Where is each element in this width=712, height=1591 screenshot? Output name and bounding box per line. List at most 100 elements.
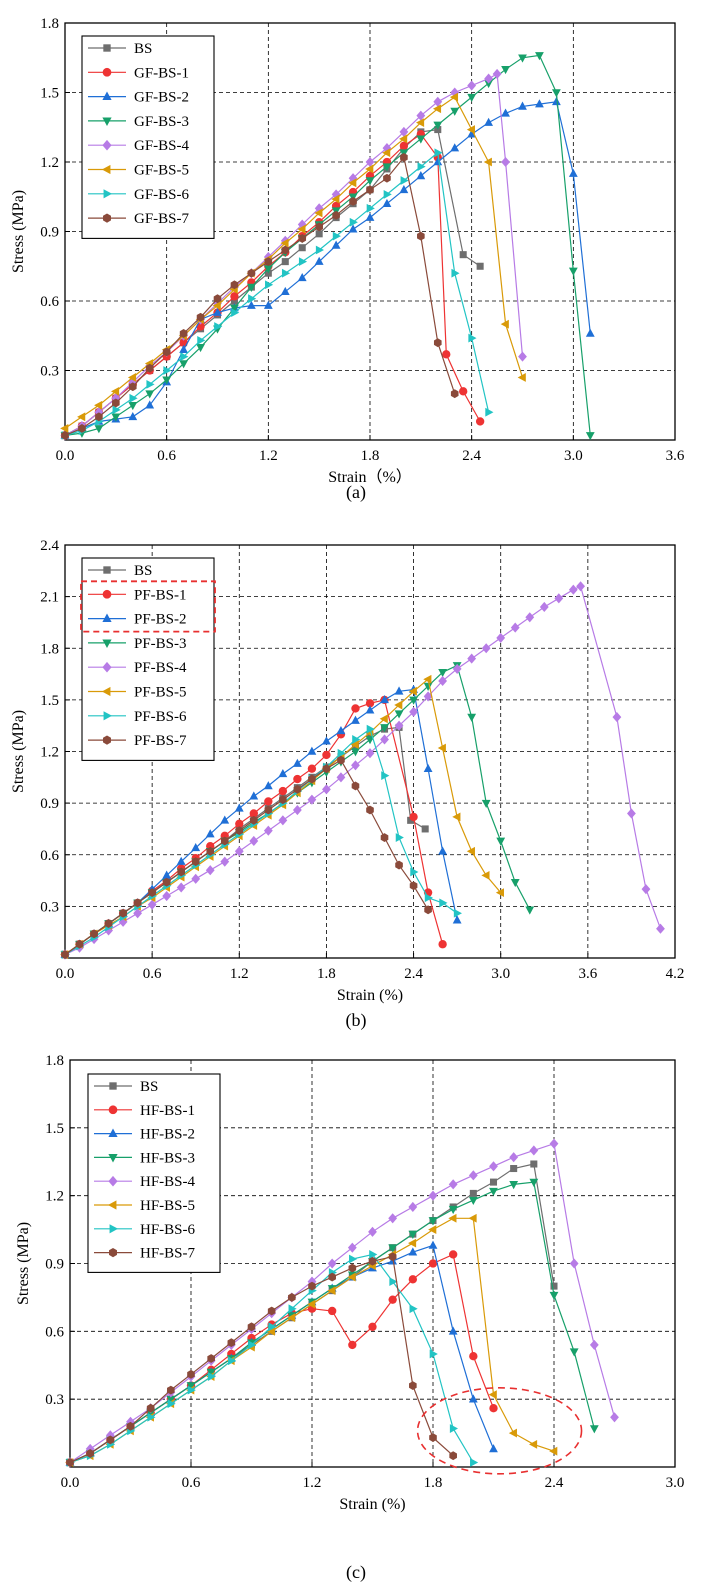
y-tick-label: 0.3 <box>40 899 59 915</box>
data-point <box>468 1170 478 1181</box>
data-point <box>508 1428 517 1438</box>
data-point <box>379 714 388 724</box>
data-point <box>279 795 287 805</box>
panel-b: 0.0 0.6 1.2 1.8 2.4 3.0 3.6 4.2 0.3 0.6 0.9 1.2 1.5 1… <box>10 538 684 1031</box>
data-point <box>369 1250 378 1259</box>
data-point <box>409 881 418 891</box>
data-point <box>349 1254 358 1264</box>
data-point <box>351 760 360 771</box>
data-point <box>307 764 317 773</box>
data-point <box>554 593 564 604</box>
data-point <box>176 882 186 893</box>
data-point <box>450 389 459 399</box>
data-point <box>388 1213 398 1224</box>
panel-caption: (c) <box>346 1562 366 1583</box>
data-point <box>424 893 433 903</box>
legend-label: HF-BS-2 <box>140 1127 195 1143</box>
series-HF-BS-6 <box>66 1250 479 1467</box>
data-point <box>382 198 392 207</box>
data-point <box>469 1352 478 1361</box>
data-point <box>365 736 375 745</box>
data-point <box>206 1368 216 1377</box>
data-point <box>489 1404 498 1413</box>
data-point <box>230 297 238 305</box>
legend-marker <box>101 686 111 697</box>
data-point <box>146 1409 156 1418</box>
data-point <box>264 797 273 806</box>
legend-label: BS <box>134 41 152 57</box>
data-point <box>298 234 307 243</box>
data-point <box>433 338 442 348</box>
data-point <box>551 96 561 106</box>
data-point <box>249 835 259 847</box>
x-axis-label: Strain（%） <box>328 468 412 486</box>
legend-label: GF-BS-5 <box>134 163 189 179</box>
data-point <box>433 121 443 130</box>
data-point <box>483 157 492 167</box>
data-point <box>467 80 477 91</box>
data-point <box>417 162 426 172</box>
data-point <box>322 764 331 774</box>
data-point <box>468 1394 478 1403</box>
data-point <box>518 101 527 110</box>
data-point <box>196 312 205 322</box>
data-point <box>196 344 205 353</box>
legend-label: HF-BS-1 <box>140 1103 195 1119</box>
data-point <box>314 208 323 218</box>
data-point <box>470 1458 479 1467</box>
data-point <box>248 294 257 304</box>
data-point <box>394 686 404 695</box>
data-point <box>459 387 468 396</box>
data-point <box>220 856 230 867</box>
legend: BS HF-BS-1 HF-BS-2 HF-BS-3 HF-BS-4 HF-BS-5 HF-… <box>87 1073 221 1273</box>
data-point <box>128 411 138 421</box>
data-point <box>409 706 418 717</box>
data-point <box>388 1252 397 1262</box>
series-line <box>64 726 426 956</box>
data-point <box>407 1238 417 1248</box>
data-point <box>489 1187 498 1196</box>
data-point <box>495 888 505 898</box>
data-point <box>489 1444 498 1453</box>
legend-label: HF-BS-7 <box>140 1246 196 1262</box>
data-point <box>509 1181 519 1190</box>
x-tick-label: 0.6 <box>182 1475 201 1491</box>
data-point <box>220 836 229 846</box>
y-tick-label: 1.8 <box>45 1053 64 1069</box>
x-tick-label: 3.6 <box>666 448 685 464</box>
data-point <box>416 171 426 180</box>
data-point <box>529 1145 539 1156</box>
legend-label: GF-BS-7 <box>134 211 190 227</box>
data-point <box>214 322 223 331</box>
data-point <box>501 108 510 117</box>
data-point <box>365 699 375 708</box>
data-point <box>476 262 484 270</box>
data-point <box>278 815 288 826</box>
data-point <box>249 809 258 818</box>
legend-marker <box>102 67 112 77</box>
data-point <box>449 1424 459 1433</box>
data-point <box>227 1338 236 1348</box>
data-point <box>162 890 172 902</box>
data-point <box>147 899 157 910</box>
data-point <box>549 1446 558 1456</box>
y-tick-label: 1.2 <box>45 1189 64 1205</box>
data-point <box>110 386 120 396</box>
data-point <box>423 691 433 702</box>
data-point <box>145 390 155 399</box>
data-point <box>247 268 256 278</box>
highlight-ellipse <box>416 1387 583 1475</box>
legend: BS PF-BS-1 PF-BS-2 PF-BS-3 PF-BS-4 PF-BS-5 PF-… <box>81 557 215 761</box>
data-point <box>104 925 113 936</box>
data-point <box>348 1263 357 1273</box>
data-point <box>407 816 415 824</box>
data-point <box>264 257 273 267</box>
data-point <box>127 373 137 382</box>
data-point <box>129 393 138 403</box>
data-point <box>438 669 448 678</box>
x-tick-label: 0.0 <box>61 1475 80 1491</box>
data-point <box>322 784 331 795</box>
data-point <box>75 939 84 949</box>
data-point <box>382 148 391 158</box>
